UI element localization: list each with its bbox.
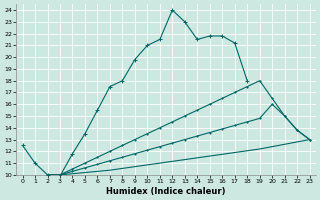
X-axis label: Humidex (Indice chaleur): Humidex (Indice chaleur) <box>106 187 226 196</box>
